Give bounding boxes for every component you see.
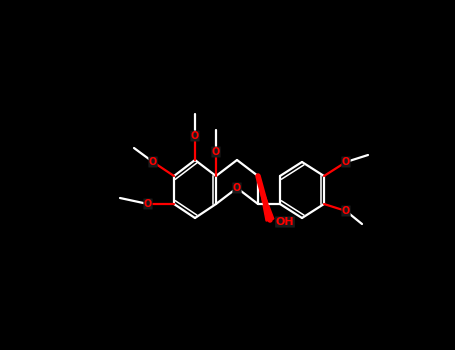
Text: O: O	[149, 157, 157, 167]
Text: O: O	[144, 199, 152, 209]
Polygon shape	[258, 176, 274, 221]
Text: O: O	[342, 157, 350, 167]
Text: O: O	[233, 183, 241, 193]
Text: O: O	[342, 206, 350, 216]
Text: O: O	[212, 147, 220, 157]
Text: OH: OH	[276, 217, 294, 227]
Text: O: O	[191, 131, 199, 141]
